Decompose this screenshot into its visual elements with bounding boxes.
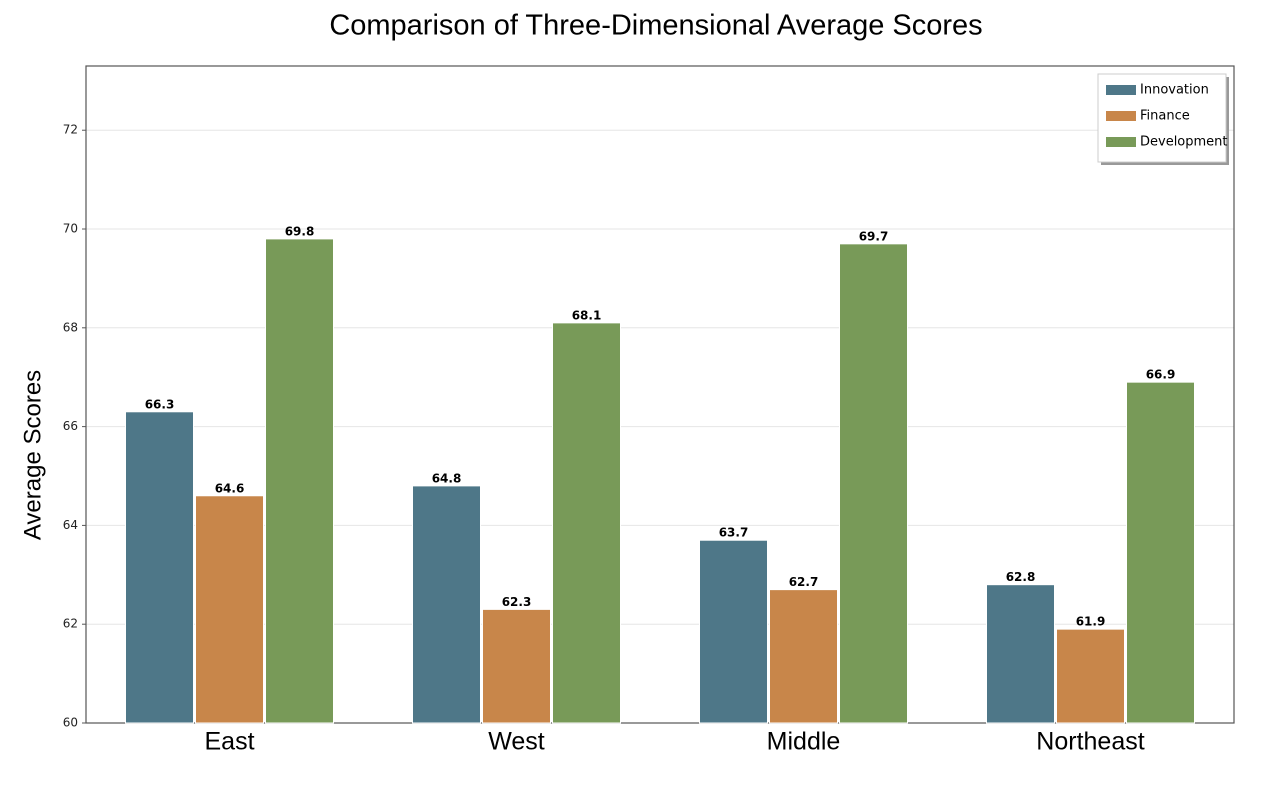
value-label: 64.8 [432,471,462,485]
bar [552,322,621,724]
y-tick-label: 62 [63,617,78,631]
value-label: 62.3 [502,595,532,609]
bar [1056,628,1125,724]
y-axis-label: Average Scores [19,370,46,540]
legend-label: Development [1140,135,1228,150]
y-tick-label: 66 [63,419,78,433]
y-tick-label: 72 [63,123,78,137]
legend-swatch [1106,85,1136,95]
legend-label: Innovation [1140,83,1209,98]
bar [699,539,768,724]
x-tick-label: West [488,728,545,756]
value-label: 66.9 [1146,368,1176,382]
value-label: 62.8 [1006,570,1036,584]
bar [125,411,194,724]
y-tick-label: 60 [63,716,78,730]
legend-swatch [1106,137,1136,147]
x-tick-label: Northeast [1036,728,1144,756]
value-label: 61.9 [1076,615,1106,629]
y-tick-label: 64 [63,518,78,532]
chart-title: Comparison of Three-Dimensional Average … [329,10,982,42]
legend-swatch [1106,111,1136,121]
value-label: 66.3 [145,397,175,411]
x-tick-label: Middle [767,728,841,756]
plot-frame [85,65,1235,724]
bar [412,485,481,724]
value-label: 68.1 [572,308,602,322]
bar [839,243,908,724]
bar [195,495,264,724]
x-tick-label: East [204,728,254,756]
y-tick-label: 70 [63,222,78,236]
value-label: 62.7 [789,575,819,589]
bar [482,608,551,724]
value-label: 64.6 [215,481,245,495]
value-label: 69.8 [285,224,315,238]
bar [1126,381,1195,724]
bar [769,589,838,724]
bar [265,238,334,724]
bar [986,584,1055,724]
y-tick-label: 68 [63,320,78,334]
value-label: 63.7 [719,526,749,540]
legend-label: Finance [1140,109,1190,124]
value-label: 69.7 [859,229,889,243]
